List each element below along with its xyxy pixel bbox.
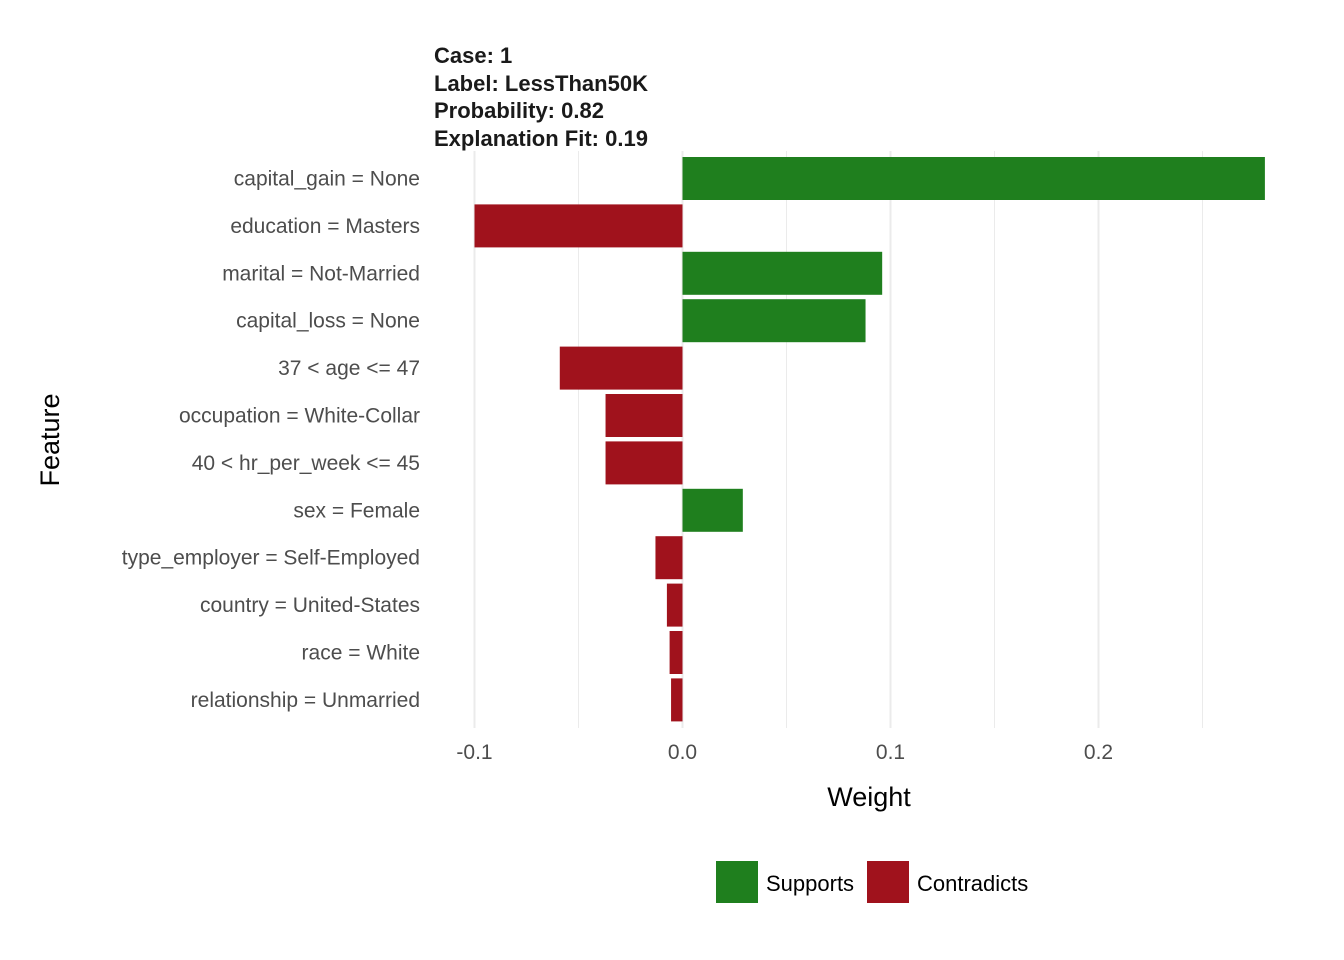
feature-label: capital_gain = None [234,168,420,191]
y-axis-title: Feature [35,393,65,486]
label-text: Label: LessThan50K [434,71,648,96]
legend-swatch-contradicts [867,861,909,903]
feature-label: education = Masters [230,215,420,238]
x-tick-label: -0.1 [456,741,492,764]
feature-label: country = United-States [200,594,420,617]
chart-header: Case: 1 Label: LessThan50K Probability: … [434,43,648,151]
bar-contradicts [559,346,683,390]
legend-label-supports: Supports [766,871,854,896]
feature-label: relationship = Unmarried [191,689,420,712]
legend-swatch-supports [716,861,758,903]
bar-contradicts [669,631,683,674]
bar-supports [682,299,866,343]
case-text: Case: 1 [434,43,512,68]
x-tick-label: 0.0 [668,741,697,764]
probability-text: Probability: 0.82 [434,98,604,123]
feature-label: type_employer = Self-Employed [122,547,420,570]
explanation-fit-text: Explanation Fit: 0.19 [434,126,648,151]
bar-supports [682,251,883,295]
bar-contradicts [605,441,683,485]
x-tick-labels: -0.1 0.0 0.1 0.2 [456,741,1113,764]
x-tick-label: 0.2 [1084,741,1113,764]
feature-label: race = White [302,642,420,665]
feature-label: 40 < hr_per_week <= 45 [192,452,420,475]
x-axis-title: Weight [827,782,911,812]
bar-contradicts [605,394,683,437]
feature-labels: capital_gain = None education = Masters ma… [122,168,420,712]
feature-label: occupation = White-Collar [179,405,420,428]
legend-label-contradicts: Contradicts [917,871,1028,896]
bar-contradicts [474,204,683,248]
bar-supports [682,157,1265,200]
feature-label: capital_loss = None [236,310,420,333]
legend: Supports Contradicts [716,861,1028,903]
x-tick-label: 0.1 [876,741,905,764]
feature-label: marital = Not-Married [222,262,420,285]
feature-label: 37 < age <= 47 [278,357,420,380]
bar-supports [682,488,743,532]
bar-contradicts [655,536,683,580]
bars [474,157,1265,722]
feature-label: sex = Female [293,499,420,522]
bar-contradicts [671,678,683,722]
bar-contradicts [666,583,683,627]
